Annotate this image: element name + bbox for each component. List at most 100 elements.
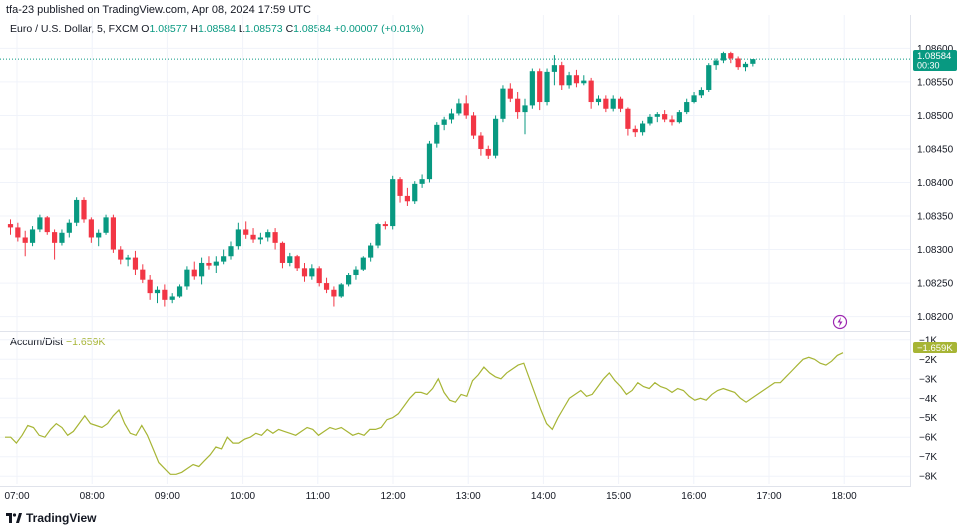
x-tick-label: 12:00 bbox=[380, 491, 405, 502]
candle-body bbox=[353, 269, 359, 276]
candle-body bbox=[720, 53, 727, 61]
high-value: 1.08584 bbox=[197, 23, 236, 35]
candle-body bbox=[500, 88, 506, 119]
candle-body bbox=[640, 123, 646, 133]
candle-body bbox=[610, 98, 616, 109]
candle-body bbox=[22, 237, 28, 243]
ad-tick-label: −8K bbox=[919, 472, 937, 483]
indicator-value: −1.659K bbox=[66, 336, 106, 348]
candle-body bbox=[309, 268, 315, 277]
candle-body bbox=[632, 128, 638, 133]
candle-body bbox=[375, 224, 381, 246]
open-value: 1.08577 bbox=[149, 23, 188, 35]
candle-body bbox=[617, 98, 624, 109]
ad-tick-label: −1K bbox=[919, 335, 937, 346]
candle-body bbox=[515, 98, 521, 113]
published-text: tfa-23 published on TradingView.com, Apr… bbox=[6, 4, 311, 16]
close-label: C bbox=[285, 23, 294, 35]
candle-body bbox=[7, 224, 14, 228]
ad-tick-label: −2K bbox=[919, 355, 937, 366]
candle-body bbox=[191, 269, 197, 277]
candle-body bbox=[470, 115, 477, 136]
candle-body bbox=[559, 65, 565, 86]
ad-tick-label: −6K bbox=[919, 433, 937, 444]
candle-body bbox=[595, 98, 602, 103]
symbol-name[interactable]: Euro / U.S. Dollar, 5, FXCM bbox=[10, 23, 139, 35]
high-label: H bbox=[190, 23, 198, 35]
price-badge-bg bbox=[913, 50, 957, 71]
candle-body bbox=[323, 283, 330, 290]
x-tick-label: 11:00 bbox=[306, 491, 331, 502]
candle-body bbox=[206, 262, 212, 266]
price-tick-label: 1.08200 bbox=[917, 312, 954, 323]
candle-body bbox=[221, 256, 227, 262]
x-tick-label: 08:00 bbox=[80, 491, 105, 502]
published-caption: tfa-23 published on TradingView.com, Apr… bbox=[6, 4, 311, 16]
candle-body bbox=[59, 232, 65, 243]
badges: 1.08584 00:30 −1.659K bbox=[832, 50, 957, 354]
candle-body bbox=[434, 124, 440, 144]
candle-body bbox=[419, 179, 425, 184]
candle-body bbox=[176, 286, 183, 297]
candle-body bbox=[662, 114, 668, 120]
price-tick-label: 1.08300 bbox=[917, 245, 954, 256]
candle-body bbox=[706, 65, 712, 90]
candle-body bbox=[147, 279, 153, 294]
candle-body bbox=[103, 217, 109, 233]
candle-body bbox=[463, 103, 469, 116]
candle-body bbox=[742, 63, 749, 68]
candle-body bbox=[669, 119, 675, 123]
symbol-legend: Euro / U.S. Dollar, 5, FXCM O1.08577 H1.… bbox=[10, 23, 424, 35]
candle-body bbox=[647, 116, 653, 124]
candle-body bbox=[96, 232, 102, 238]
candle-body bbox=[544, 71, 550, 103]
price-tick-label: 1.08350 bbox=[917, 212, 954, 223]
candle-body bbox=[603, 98, 609, 109]
candle-body bbox=[728, 53, 734, 59]
candle-body bbox=[485, 148, 491, 156]
candle-body bbox=[250, 234, 256, 240]
candle-body bbox=[243, 229, 249, 235]
candle-body bbox=[750, 59, 756, 64]
candle-body bbox=[654, 114, 660, 117]
ad-badge-value: −1.659K bbox=[917, 343, 953, 354]
candle-body bbox=[478, 135, 484, 149]
candle-body bbox=[235, 229, 241, 247]
axes: 07:00 08:00 09:00 10:00 11:00 12:00 13:00 14:00… bbox=[0, 15, 954, 502]
candle-body bbox=[88, 219, 94, 238]
candle-body bbox=[213, 261, 219, 266]
candle-body bbox=[228, 246, 234, 257]
price-tick-label: 1.08500 bbox=[917, 111, 954, 122]
price-tick-label: 1.08600 bbox=[917, 44, 954, 55]
footer: TradingView bbox=[6, 511, 96, 525]
candle-body bbox=[382, 224, 388, 227]
low-value: 1.08573 bbox=[244, 23, 283, 35]
x-tick-label: 15:00 bbox=[606, 491, 631, 502]
price-tick-label: 1.08450 bbox=[917, 144, 954, 155]
candle-body bbox=[140, 269, 146, 280]
candle-body bbox=[331, 289, 337, 297]
candle-body bbox=[265, 232, 271, 238]
candle-body bbox=[507, 88, 513, 99]
candle-body bbox=[441, 119, 447, 125]
candle-body bbox=[272, 232, 278, 243]
candle-body bbox=[110, 217, 116, 250]
candle-body bbox=[588, 80, 594, 103]
candle-body bbox=[691, 95, 697, 103]
candle-body bbox=[390, 179, 396, 227]
candle-body bbox=[713, 60, 719, 66]
candle-body bbox=[15, 227, 21, 238]
candle-body bbox=[397, 179, 403, 196]
footer-brand[interactable]: TradingView bbox=[26, 511, 97, 525]
candle-body bbox=[676, 112, 682, 123]
ad-tick-label: −3K bbox=[919, 374, 937, 385]
ad-series bbox=[5, 352, 844, 475]
candle-body bbox=[426, 143, 433, 180]
candle-body bbox=[199, 262, 205, 277]
indicator-name[interactable]: Accum/Dist bbox=[10, 336, 64, 348]
candle-body bbox=[125, 257, 131, 260]
price-tick-label: 1.08250 bbox=[917, 279, 954, 290]
candle-body bbox=[522, 105, 528, 113]
x-tick-label: 16:00 bbox=[681, 491, 706, 502]
